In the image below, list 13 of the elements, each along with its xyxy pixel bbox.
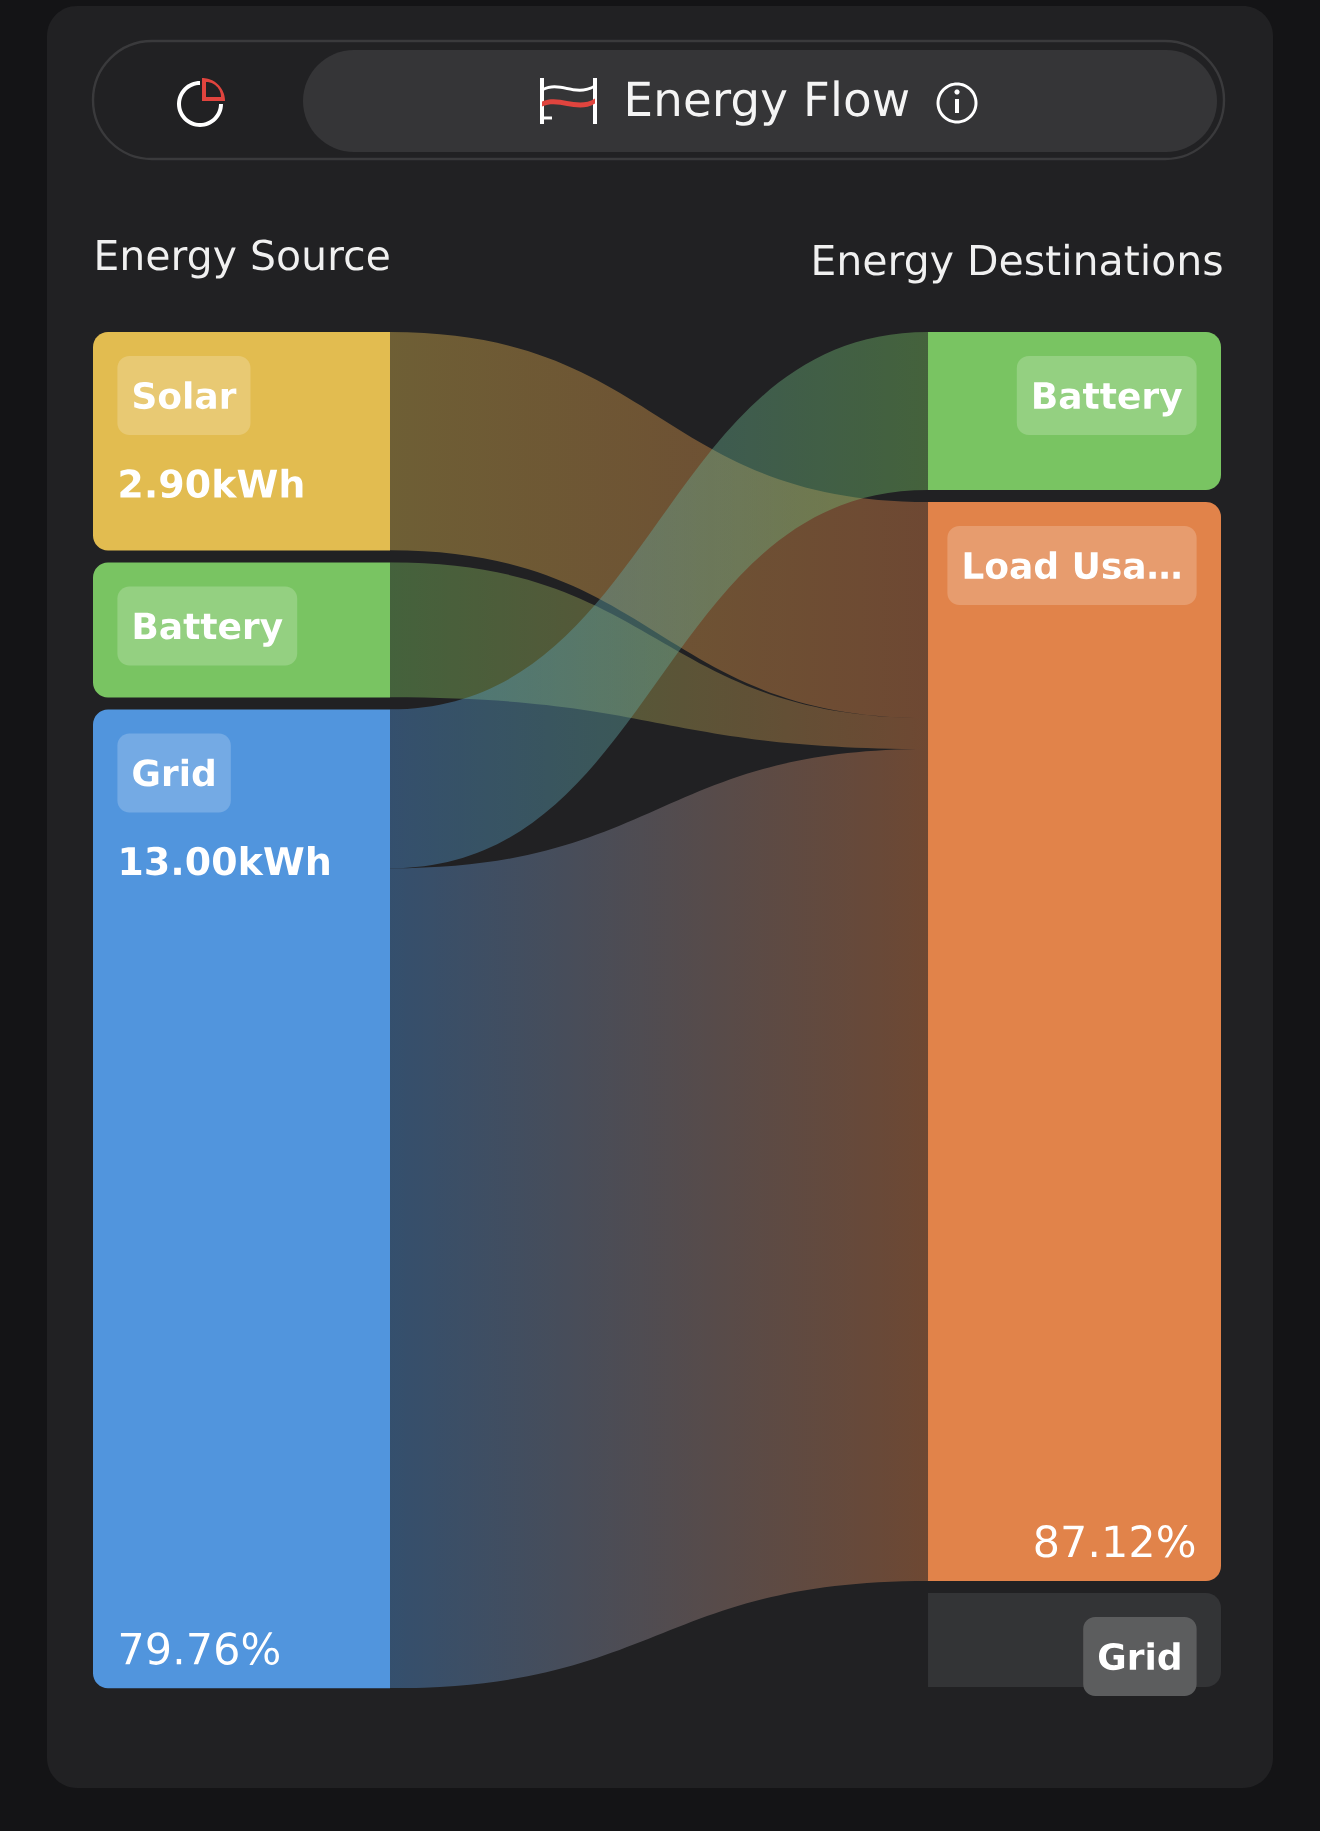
text: 87.12% bbox=[1035, 1525, 1195, 1558]
text: Energy Flow bbox=[628, 80, 909, 126]
text: 79.76% bbox=[120, 1632, 279, 1665]
category-label: Battery bbox=[134, 612, 283, 647]
category-label: Grid bbox=[1098, 1642, 1180, 1671]
data-label: 13.00kWh bbox=[121, 846, 329, 876]
series-label: Energy Source bbox=[97, 239, 389, 279]
category-label: Solar bbox=[133, 381, 237, 410]
category-label: Load Usa… bbox=[964, 551, 1180, 580]
category-label: Grid bbox=[133, 758, 214, 787]
data-label: 2.90kWh bbox=[120, 468, 303, 499]
category-label: Battery bbox=[1034, 382, 1182, 417]
text: Energy Destinations bbox=[814, 243, 1222, 284]
